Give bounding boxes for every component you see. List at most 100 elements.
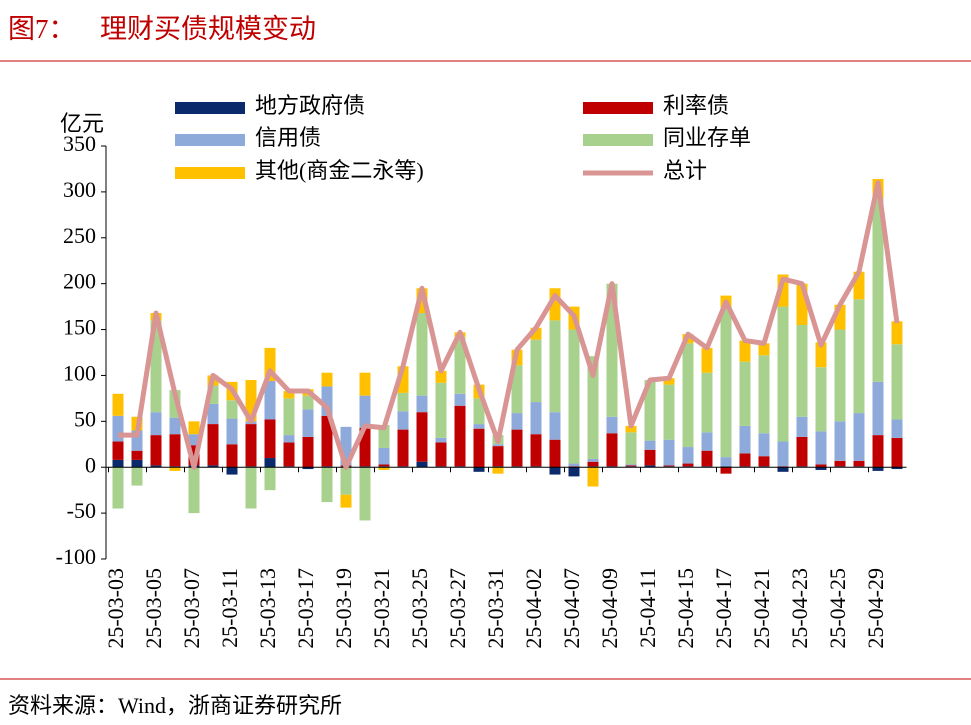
bar bbox=[302, 409, 314, 437]
bar bbox=[720, 457, 732, 467]
bar bbox=[777, 441, 789, 467]
bar bbox=[739, 453, 751, 467]
bar bbox=[454, 405, 466, 467]
y-tick-label: 100 bbox=[63, 360, 96, 385]
bar bbox=[397, 411, 409, 430]
bar bbox=[682, 447, 694, 464]
bar bbox=[777, 274, 789, 307]
bar bbox=[302, 436, 314, 468]
bar bbox=[169, 417, 181, 435]
bar bbox=[112, 441, 124, 460]
bar bbox=[872, 467, 884, 471]
bar bbox=[435, 442, 447, 467]
x-tick-label: 25-04-17 bbox=[711, 568, 736, 649]
bar bbox=[739, 361, 751, 426]
legend-label: 地方政府债 bbox=[255, 93, 365, 118]
y-tick-label: -50 bbox=[67, 498, 96, 523]
bar bbox=[302, 467, 314, 470]
x-tick-label: 25-04-09 bbox=[597, 568, 622, 649]
bar bbox=[853, 299, 865, 414]
bar bbox=[188, 434, 200, 446]
bar bbox=[815, 467, 827, 470]
bar bbox=[625, 465, 637, 467]
bar bbox=[549, 412, 561, 440]
bar bbox=[758, 456, 770, 467]
legend-label: 信用债 bbox=[255, 125, 321, 150]
bar bbox=[397, 366, 409, 393]
x-tick-label: 25-04-21 bbox=[749, 568, 774, 649]
bar bbox=[606, 283, 618, 417]
bar bbox=[416, 395, 428, 413]
bar bbox=[701, 432, 713, 451]
x-tick-label: 25-04-23 bbox=[787, 568, 812, 649]
bar bbox=[625, 425, 637, 433]
bar bbox=[568, 329, 580, 464]
bar bbox=[587, 461, 599, 467]
bar bbox=[568, 463, 580, 467]
bar bbox=[492, 444, 504, 447]
bar bbox=[416, 288, 428, 314]
bar bbox=[302, 395, 314, 410]
bar bbox=[853, 271, 865, 300]
legend-swatch bbox=[583, 134, 653, 146]
x-tick-label: 25-03-07 bbox=[179, 568, 204, 649]
bar bbox=[796, 324, 808, 417]
bar bbox=[872, 435, 884, 468]
bar bbox=[397, 392, 409, 412]
bar bbox=[758, 355, 770, 434]
legend-label: 其他(商金二永等) bbox=[255, 158, 424, 183]
legend-label: 总计 bbox=[663, 158, 707, 183]
x-tick-label: 25-03-25 bbox=[407, 568, 432, 649]
bar bbox=[682, 463, 694, 467]
bar bbox=[701, 347, 713, 373]
bar bbox=[112, 467, 124, 509]
bar bbox=[321, 372, 333, 387]
x-tick-label: 25-03-03 bbox=[103, 568, 128, 649]
y-axis-label: 亿元 bbox=[60, 111, 104, 136]
bar bbox=[587, 356, 599, 459]
bar bbox=[492, 446, 504, 467]
bar bbox=[245, 380, 257, 422]
bar bbox=[226, 418, 238, 445]
bar bbox=[739, 425, 751, 454]
x-tick-label: 25-03-31 bbox=[483, 568, 508, 649]
x-tick-label: 25-04-02 bbox=[521, 568, 546, 649]
bar bbox=[815, 367, 827, 432]
bar bbox=[644, 380, 656, 441]
bar bbox=[720, 467, 732, 474]
bar bbox=[530, 327, 542, 340]
legend-swatch bbox=[175, 102, 245, 114]
bar bbox=[644, 440, 656, 450]
bar bbox=[739, 340, 751, 362]
bar bbox=[701, 372, 713, 433]
bar bbox=[530, 339, 542, 403]
bar bbox=[834, 460, 846, 467]
bar bbox=[758, 343, 770, 356]
bar bbox=[606, 433, 618, 467]
legend-swatch bbox=[583, 102, 653, 114]
bar bbox=[834, 329, 846, 422]
x-tick-label: 25-04-07 bbox=[559, 568, 584, 649]
bar bbox=[815, 431, 827, 465]
legend-label: 利率债 bbox=[663, 93, 729, 118]
bar bbox=[454, 393, 466, 406]
bar bbox=[682, 343, 694, 448]
y-tick-label: 300 bbox=[63, 177, 96, 202]
bar bbox=[188, 421, 200, 435]
bar bbox=[226, 400, 238, 419]
x-tick-label: 25-03-27 bbox=[445, 568, 470, 649]
bar bbox=[207, 385, 219, 404]
bar bbox=[720, 307, 732, 458]
bar bbox=[359, 395, 371, 428]
bar bbox=[872, 198, 884, 382]
bar bbox=[530, 402, 542, 435]
bar bbox=[207, 424, 219, 466]
bar bbox=[796, 416, 808, 437]
bar bbox=[359, 372, 371, 396]
bar bbox=[701, 450, 713, 467]
bar bbox=[321, 415, 333, 467]
bar bbox=[131, 459, 143, 468]
x-tick-label: 25-03-05 bbox=[141, 568, 166, 649]
